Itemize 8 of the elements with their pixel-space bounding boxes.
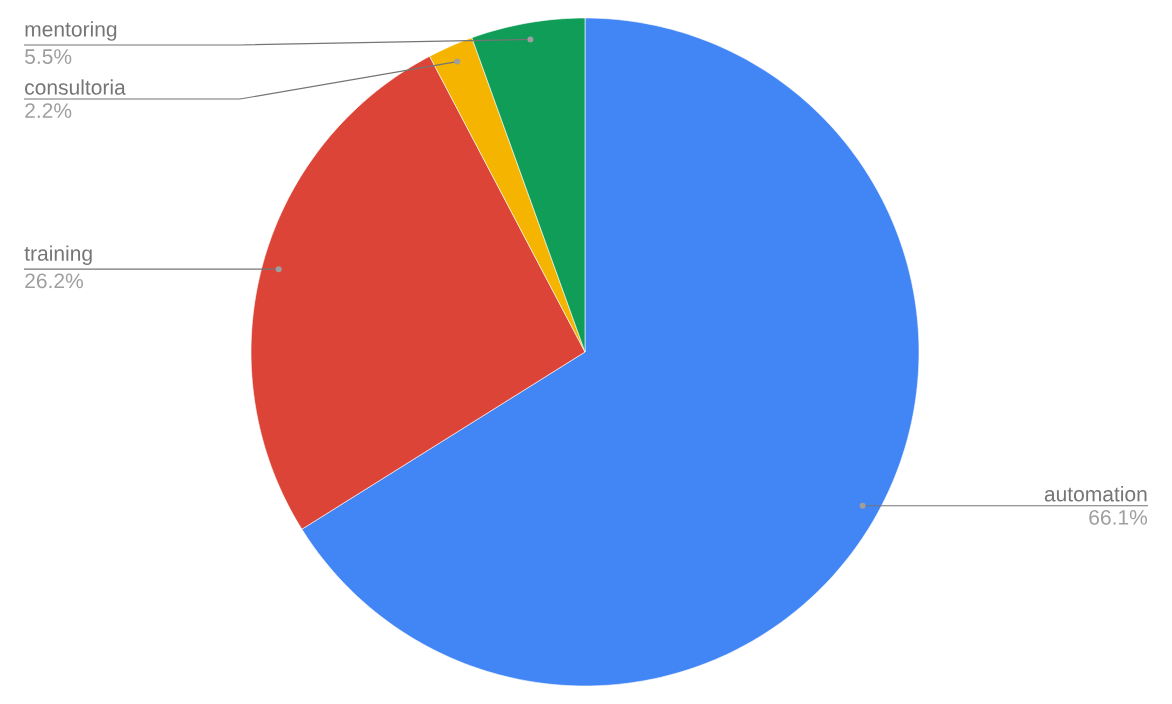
data-label: 2.2% — [25, 103, 72, 118]
data-label: 66.1% — [1089, 509, 1148, 525]
slice-label: consultoria — [25, 79, 126, 95]
data-label: 26.2% — [25, 273, 83, 289]
slice-label: training — [24, 245, 92, 266]
slice-label: automation — [1044, 486, 1147, 502]
data-label: 5.5% — [25, 49, 72, 64]
slice-label: mentoring — [25, 21, 117, 41]
